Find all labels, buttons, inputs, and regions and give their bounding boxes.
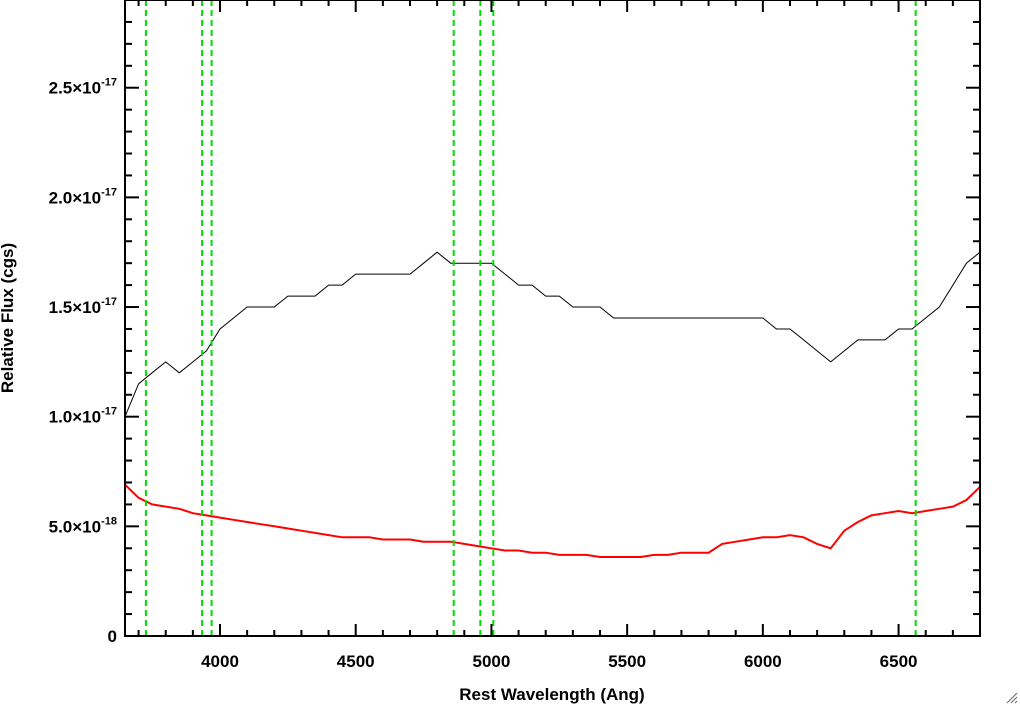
observed-spectrum-line bbox=[125, 251, 980, 417]
y-tick-label: 1.5×10-17 bbox=[49, 296, 117, 317]
y-tick-label: 0 bbox=[108, 627, 117, 646]
y-tick-label: 1.0×10-17 bbox=[49, 406, 117, 427]
resize-grip-icon[interactable] bbox=[1004, 690, 1018, 704]
plot-frame bbox=[124, 0, 981, 637]
y-axis-title: Relative Flux (cgs) bbox=[0, 243, 17, 393]
marker-layer bbox=[144, 0, 917, 636]
x-tick-label: 4500 bbox=[337, 652, 375, 671]
x-axis: 4000 4500 5000 5500 6000 6500 bbox=[137, 0, 981, 671]
x-tick-label: 5500 bbox=[608, 652, 646, 671]
x-tick-label: 4000 bbox=[201, 652, 239, 671]
series-layer bbox=[125, 251, 980, 558]
x-tick-label: 6500 bbox=[880, 652, 918, 671]
y-axis: 0 5.0×10-18 1.0×10-17 1.5×10-17 2.0×10-17 2.5… bbox=[49, 0, 980, 646]
y-tick-label: 2.0×10-17 bbox=[49, 186, 117, 207]
x-tick-label: 5000 bbox=[473, 652, 511, 671]
plot-border bbox=[124, 0, 981, 637]
model-spectrum-line bbox=[125, 483, 980, 558]
x-axis-title: Rest Wavelength (Ang) bbox=[459, 685, 644, 704]
y-tick-label: 2.5×10-17 bbox=[49, 77, 117, 98]
x-tick-label: 6000 bbox=[744, 652, 782, 671]
y-tick-label: 5.0×10-18 bbox=[49, 515, 117, 536]
